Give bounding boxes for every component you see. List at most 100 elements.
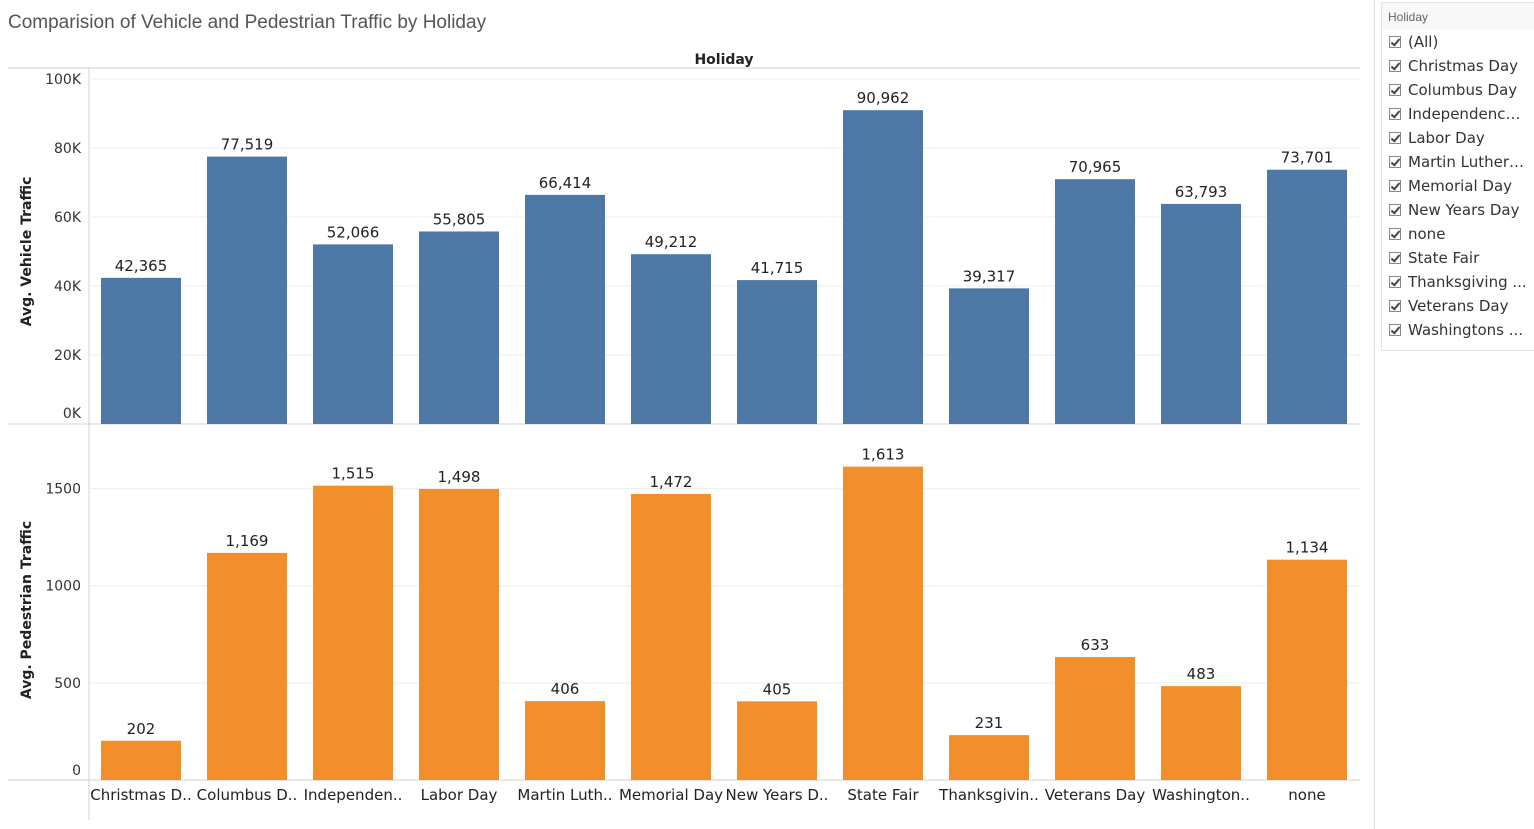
filter-item[interactable]: Christmas Day [1382,54,1534,78]
data-label: 77,519 [221,136,274,154]
data-label: 42,365 [115,257,168,275]
x-tick-label: Washington.. [1152,786,1250,804]
data-label: 231 [975,714,1004,732]
checkbox-checked-icon[interactable] [1389,60,1401,72]
y-tick-label: 500 [54,676,81,692]
x-tick-label: none [1288,786,1325,804]
bar [207,156,287,424]
checkbox-checked-icon[interactable] [1389,84,1401,96]
filter-item[interactable]: Labor Day [1382,126,1534,150]
filter-item[interactable]: Columbus Day [1382,78,1534,102]
data-label: 90,962 [857,89,910,107]
filter-item[interactable]: Veterans Day [1382,294,1534,318]
bar [101,277,181,424]
y-axis-title: Avg. Pedestrian Traffic [19,521,35,699]
panel-divider [1374,0,1375,829]
filter-item-label: State Fair [1408,249,1480,267]
bar [949,288,1029,424]
y-tick-label: 0K [63,406,82,422]
y-tick-label: 40K [54,279,82,295]
checkbox-checked-icon[interactable] [1389,276,1401,288]
checkbox-checked-icon[interactable] [1389,204,1401,216]
x-tick-label: Martin Luth.. [517,786,612,804]
bar [1267,559,1347,780]
x-tick-label: Christmas D.. [90,786,191,804]
bar [631,494,711,780]
filter-item[interactable]: Martin Luther ... [1382,150,1534,174]
chart-title: Comparision of Vehicle and Pedestrian Tr… [8,12,487,33]
filter-item[interactable]: State Fair [1382,246,1534,270]
checkbox-checked-icon[interactable] [1389,180,1401,192]
column-header: Holiday [694,52,753,68]
data-label: 1,515 [332,465,375,483]
filter-item-label: (All) [1408,33,1439,51]
filter-item-label: Independence ... [1408,105,1528,123]
checkbox-checked-icon[interactable] [1389,324,1401,336]
filter-item[interactable]: (All) [1382,30,1534,54]
y-tick-label: 1000 [45,579,81,595]
checkbox-checked-icon[interactable] [1389,156,1401,168]
bar [419,231,499,424]
checkbox-checked-icon[interactable] [1389,36,1401,48]
filter-list: (All) Christmas Day Columbus Day Independen… [1382,30,1534,342]
filter-item[interactable]: Thanksgiving ... [1382,270,1534,294]
data-label: 633 [1081,636,1110,654]
y-tick-label: 0 [72,763,81,779]
filter-item[interactable]: New Years Day [1382,198,1534,222]
filter-item-label: Memorial Day [1408,177,1513,195]
y-tick-label: 80K [54,141,82,157]
filter-item-label: New Years Day [1408,201,1520,219]
data-label: 66,414 [539,174,592,192]
checkbox-checked-icon[interactable] [1389,252,1401,264]
x-tick-label: Labor Day [421,786,498,804]
data-label: 41,715 [751,259,804,277]
bar [949,735,1029,780]
bar [1161,203,1241,424]
bar [313,485,393,780]
data-label: 70,965 [1069,158,1122,176]
data-label: 73,701 [1281,149,1334,167]
x-tick-label: Thanksgivin.. [938,786,1039,804]
y-tick-label: 60K [54,210,82,226]
data-label: 1,498 [438,468,481,486]
filter-item-label: none [1408,225,1446,243]
filter-item[interactable]: Memorial Day [1382,174,1534,198]
data-label: 49,212 [645,233,698,251]
checkbox-checked-icon[interactable] [1389,108,1401,120]
checkbox-checked-icon[interactable] [1389,300,1401,312]
filter-item-label: Labor Day [1408,129,1485,147]
y-tick-label: 20K [54,348,82,364]
filter-item[interactable]: Independence ... [1382,102,1534,126]
checkbox-checked-icon[interactable] [1389,228,1401,240]
bar [737,280,817,424]
bar [1161,686,1241,780]
filter-item-label: Christmas Day [1408,57,1519,75]
filter-item[interactable]: none [1382,222,1534,246]
data-label: 405 [763,680,792,698]
bar [843,110,923,425]
data-label: 406 [551,680,580,698]
bar [419,488,499,780]
data-label: 63,793 [1175,183,1228,201]
checkbox-checked-icon[interactable] [1389,132,1401,144]
data-label: 1,472 [650,473,693,491]
y-tick-label: 1500 [45,482,81,498]
bar [525,194,605,424]
data-label: 483 [1187,665,1216,683]
filter-item-label: Martin Luther ... [1408,153,1528,171]
bar [525,701,605,780]
filter-item-label: Columbus Day [1408,81,1518,99]
filter-item-label: Washingtons ... [1408,321,1524,339]
bar [1267,169,1347,424]
bar [1055,179,1135,424]
data-label: 39,317 [963,267,1016,285]
holiday-filter-panel[interactable]: Holiday (All) Christmas Day Columbus Day In… [1381,2,1534,351]
x-tick-label: New Years D.. [726,786,829,804]
x-tick-label: State Fair [847,786,919,804]
x-tick-label: Veterans Day [1045,786,1146,804]
filter-item[interactable]: Washingtons ... [1382,318,1534,342]
bar [313,244,393,424]
data-label: 1,613 [862,446,905,464]
filter-item-label: Thanksgiving ... [1408,273,1527,291]
data-label: 1,169 [226,532,269,550]
